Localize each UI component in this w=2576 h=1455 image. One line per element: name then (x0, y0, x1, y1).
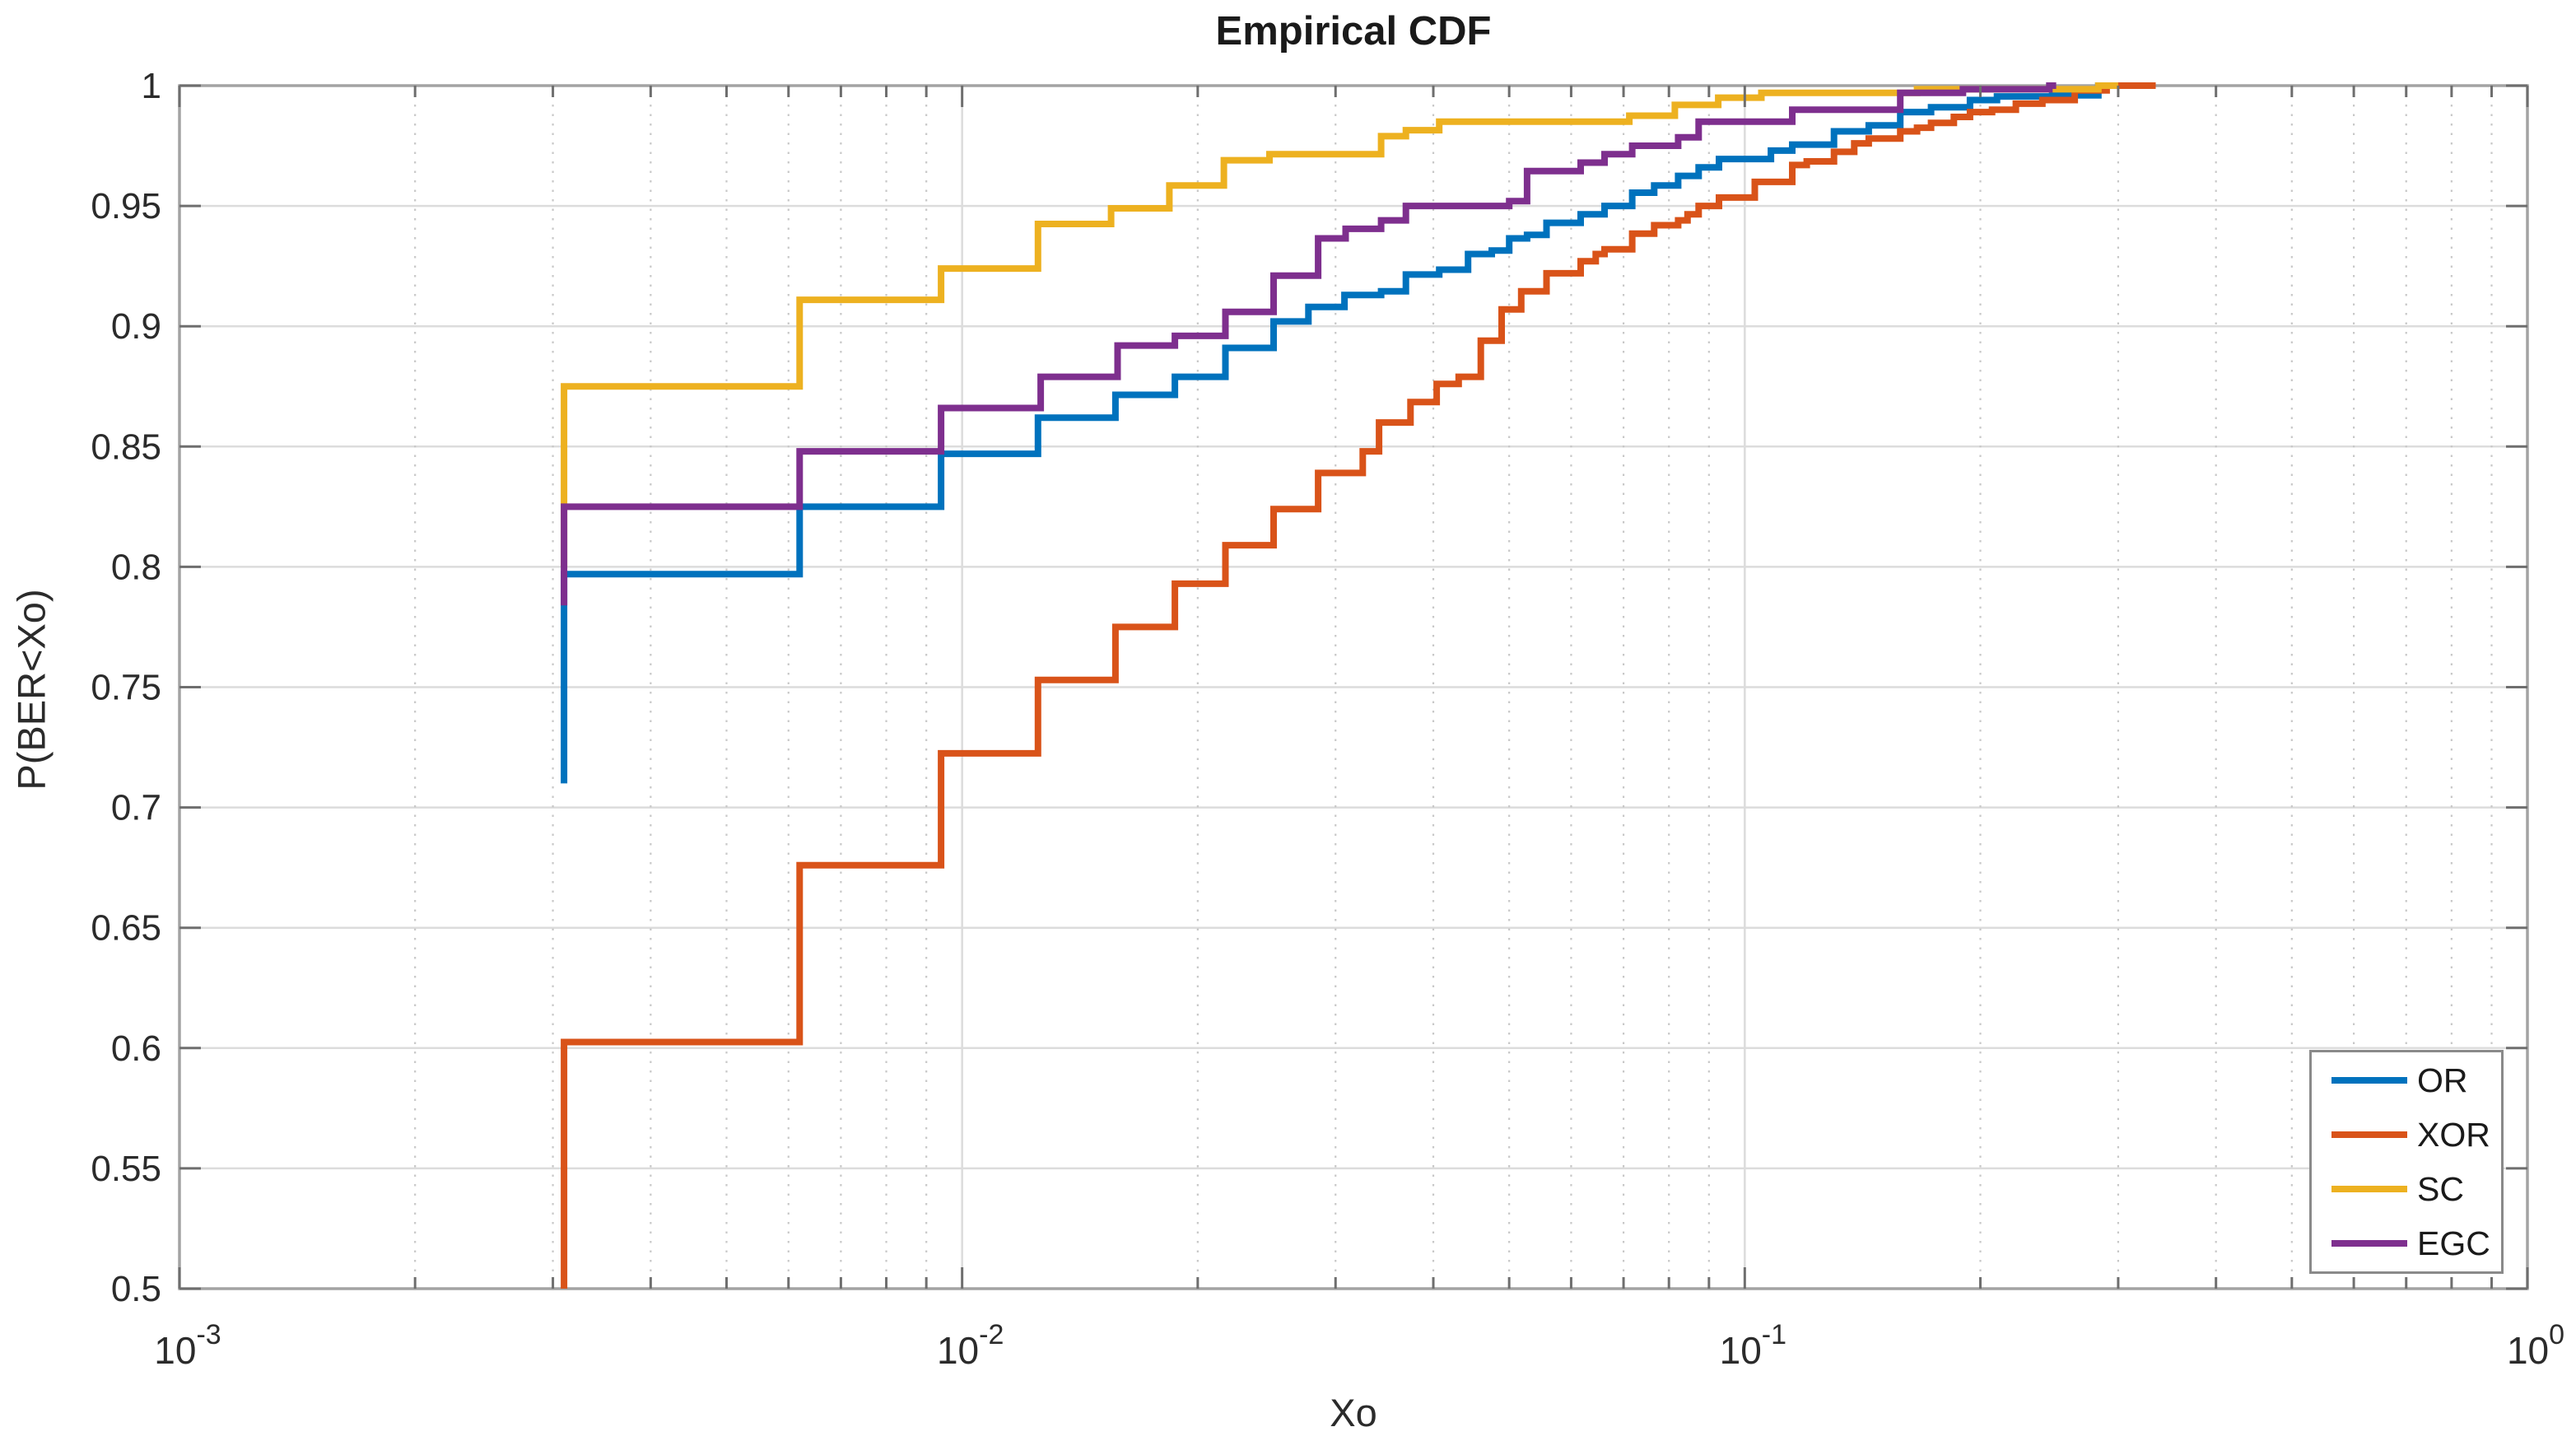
legend-line-sample-xor (2331, 1131, 2407, 1138)
svg-text:0.75: 0.75 (91, 668, 161, 708)
svg-text:10-1: 10-1 (1720, 1319, 1786, 1372)
cdf-curve-sc (561, 82, 2118, 567)
legend-line-sample-or (2331, 1077, 2407, 1084)
chart-title: Empirical CDF (1215, 9, 1492, 54)
x-tick-labels: 10-3 10-2 10-1 100 (154, 1319, 2564, 1372)
svg-text:0.85: 0.85 (91, 427, 161, 467)
svg-text:0.6: 0.6 (111, 1028, 161, 1069)
svg-text:10-3: 10-3 (154, 1319, 221, 1372)
grid-vertical (414, 86, 2493, 1289)
legend-item-or: OR (2312, 1061, 2501, 1099)
legend-item-egc: EGC (2312, 1224, 2501, 1262)
svg-text:0.65: 0.65 (91, 908, 161, 949)
svg-text:0.7: 0.7 (111, 788, 161, 828)
cdf-curve-or (561, 82, 2124, 784)
x-axis-label: Xo (1330, 1391, 1377, 1434)
axis-ticks (178, 84, 2529, 1290)
svg-text:10-2: 10-2 (937, 1319, 1004, 1372)
legend-item-xor: XOR (2312, 1115, 2501, 1154)
legend-line-sample-sc (2331, 1186, 2407, 1192)
legend-label-egc: EGC (2417, 1224, 2490, 1262)
grid-horizontal (179, 204, 2527, 1170)
legend-line-sample-egc (2331, 1240, 2407, 1247)
svg-text:0.9: 0.9 (111, 306, 161, 347)
cdf-curve-xor (561, 82, 2156, 1289)
svg-text:100: 100 (2507, 1319, 2564, 1372)
legend-item-sc: SC (2312, 1169, 2501, 1208)
svg-text:0.5: 0.5 (111, 1269, 161, 1309)
svg-text:1: 1 (142, 66, 161, 106)
legend-label-sc: SC (2417, 1169, 2464, 1208)
svg-text:0.55: 0.55 (91, 1149, 161, 1189)
y-tick-labels: 1 0.95 0.9 0.85 0.8 0.75 0.7 0.65 0.6 0.55 0.5 (91, 66, 161, 1309)
legend-label-xor: XOR (2417, 1115, 2490, 1154)
y-axis-label: P(BER<Xo) (9, 589, 54, 790)
legend-box: OR XOR SC EGC (2309, 1050, 2504, 1274)
cdf-curve-egc (561, 82, 2057, 606)
legend-label-or: OR (2417, 1061, 2468, 1099)
cdf-curves (561, 82, 2156, 1289)
svg-text:0.8: 0.8 (111, 547, 161, 587)
svg-text:0.95: 0.95 (91, 186, 161, 226)
